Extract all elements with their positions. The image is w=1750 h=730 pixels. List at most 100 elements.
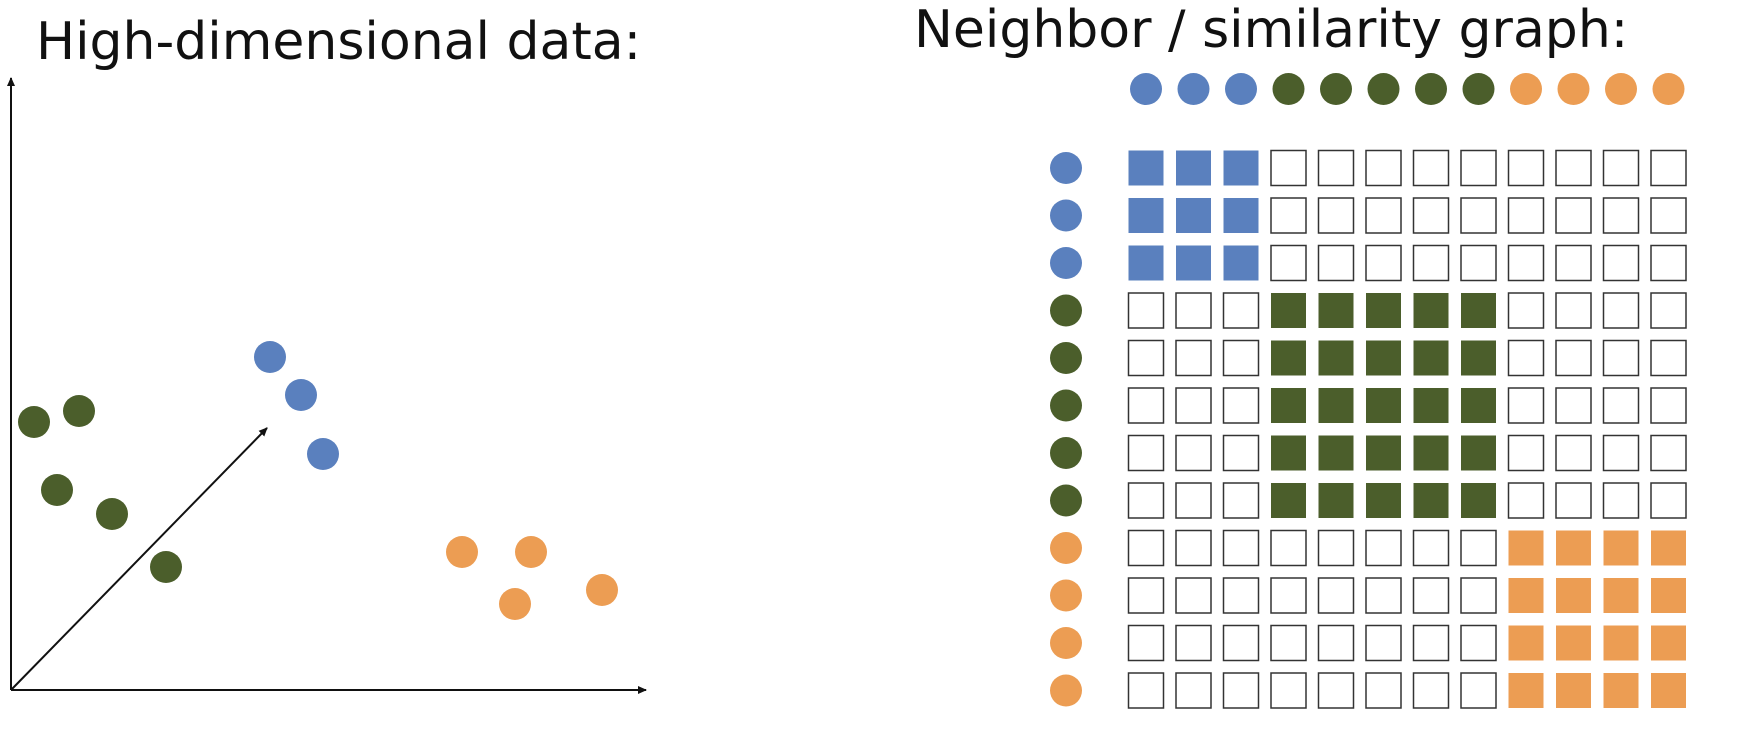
column-node-blue <box>1130 73 1162 105</box>
matrix-cell-empty <box>1175 434 1212 472</box>
matrix-cell-filled <box>1271 388 1306 423</box>
matrix-cell-empty <box>1460 577 1497 614</box>
matrix-cell-empty <box>1127 482 1165 519</box>
matrix-cell-empty <box>1555 387 1592 424</box>
matrix-cell-filled <box>1461 483 1496 518</box>
matrix-cell-empty <box>1650 339 1687 377</box>
green-data-point <box>96 498 128 530</box>
z-axis <box>10 427 268 691</box>
matrix-cell-empty <box>1222 529 1260 567</box>
row-node-orange <box>1050 674 1082 707</box>
matrix-cell-filled <box>1508 530 1544 566</box>
matrix-cell-filled <box>1128 198 1164 233</box>
matrix-cell-filled <box>1271 483 1306 518</box>
column-node-orange <box>1557 73 1590 105</box>
matrix-cell-filled <box>1651 673 1686 708</box>
matrix-cell-empty <box>1175 624 1212 662</box>
matrix-cell-filled <box>1603 625 1639 661</box>
matrix-cell-filled <box>1461 435 1496 471</box>
right-panel-title: Neighbor / similarity graph: <box>914 0 1629 60</box>
matrix-cell-filled <box>1128 245 1164 281</box>
matrix-cell-empty <box>1602 197 1640 234</box>
matrix-cell-empty <box>1650 197 1687 234</box>
matrix-cell-empty <box>1270 529 1307 567</box>
matrix-cell-empty <box>1175 529 1212 567</box>
matrix-cell-filled <box>1413 435 1449 471</box>
matrix-cell-empty <box>1317 624 1355 662</box>
matrix-cell-empty <box>1507 339 1545 377</box>
matrix-cell-empty <box>1555 434 1592 472</box>
matrix-cell-empty <box>1317 149 1355 187</box>
matrix-cell-empty <box>1222 339 1260 377</box>
matrix-cell-empty <box>1555 339 1592 377</box>
matrix-cell-empty <box>1175 577 1212 614</box>
row-node-green <box>1050 342 1082 374</box>
matrix-cell-empty <box>1602 339 1640 377</box>
matrix-cell-empty <box>1650 292 1687 329</box>
matrix-cell-filled <box>1603 673 1639 708</box>
matrix-cell-empty <box>1365 244 1402 282</box>
matrix-cell-empty <box>1270 244 1307 282</box>
matrix-cell-empty <box>1650 244 1687 282</box>
matrix-cell-filled <box>1556 625 1591 661</box>
matrix-cell-empty <box>1175 482 1212 519</box>
matrix-cell-empty <box>1175 387 1212 424</box>
matrix-cell-empty <box>1412 624 1450 662</box>
column-node-green <box>1462 73 1495 105</box>
row-node-blue <box>1050 152 1082 184</box>
matrix-cell-empty <box>1127 339 1165 377</box>
matrix-cell-empty <box>1412 197 1450 234</box>
similarity-matrix <box>1050 73 1687 709</box>
green-data-point <box>41 474 73 506</box>
matrix-cell-empty <box>1507 292 1545 329</box>
matrix-cell-empty <box>1460 672 1497 709</box>
matrix-cell-filled <box>1556 673 1591 708</box>
matrix-cell-filled <box>1413 293 1449 328</box>
orange-data-point <box>515 536 547 568</box>
matrix-cell-empty <box>1222 672 1260 709</box>
matrix-cell-filled <box>1651 530 1686 566</box>
column-node-blue <box>1177 73 1210 105</box>
matrix-cell-empty <box>1365 672 1402 709</box>
row-node-green <box>1050 437 1082 469</box>
matrix-cell-empty <box>1460 197 1497 234</box>
column-node-blue <box>1225 73 1257 105</box>
matrix-cell-empty <box>1507 482 1545 519</box>
row-node-green <box>1050 484 1082 517</box>
matrix-cell-filled <box>1413 340 1449 376</box>
column-node-green <box>1415 73 1447 105</box>
matrix-cell-filled <box>1223 198 1259 233</box>
matrix-cell-filled <box>1651 625 1686 661</box>
matrix-cell-empty <box>1365 624 1402 662</box>
matrix-cell-empty <box>1412 529 1450 567</box>
matrix-cell-empty <box>1555 482 1592 519</box>
matrix-cell-empty <box>1507 434 1545 472</box>
matrix-cell-filled <box>1223 245 1259 281</box>
matrix-cell-filled <box>1651 578 1686 613</box>
matrix-cell-empty <box>1317 577 1355 614</box>
matrix-cell-empty <box>1555 197 1592 234</box>
matrix-cell-empty <box>1602 292 1640 329</box>
scatter-plot <box>6 77 647 694</box>
row-node-orange <box>1050 579 1082 612</box>
matrix-cell-empty <box>1127 292 1165 329</box>
matrix-cell-empty <box>1460 244 1497 282</box>
matrix-cell-empty <box>1317 529 1355 567</box>
matrix-cell-empty <box>1270 624 1307 662</box>
column-node-green <box>1320 73 1352 105</box>
matrix-cell-filled <box>1271 293 1306 328</box>
matrix-cell-filled <box>1318 483 1354 518</box>
matrix-cell-empty <box>1507 149 1545 187</box>
green-data-point <box>18 406 50 438</box>
row-node-green <box>1050 389 1082 422</box>
green-data-point <box>63 395 95 427</box>
matrix-cell-empty <box>1127 387 1165 424</box>
matrix-cell-filled <box>1318 340 1354 376</box>
matrix-cell-empty <box>1460 529 1497 567</box>
matrix-cell-empty <box>1127 624 1165 662</box>
matrix-cell-empty <box>1222 387 1260 424</box>
matrix-cell-filled <box>1128 150 1164 186</box>
matrix-cell-filled <box>1318 388 1354 423</box>
matrix-cell-empty <box>1127 577 1165 614</box>
